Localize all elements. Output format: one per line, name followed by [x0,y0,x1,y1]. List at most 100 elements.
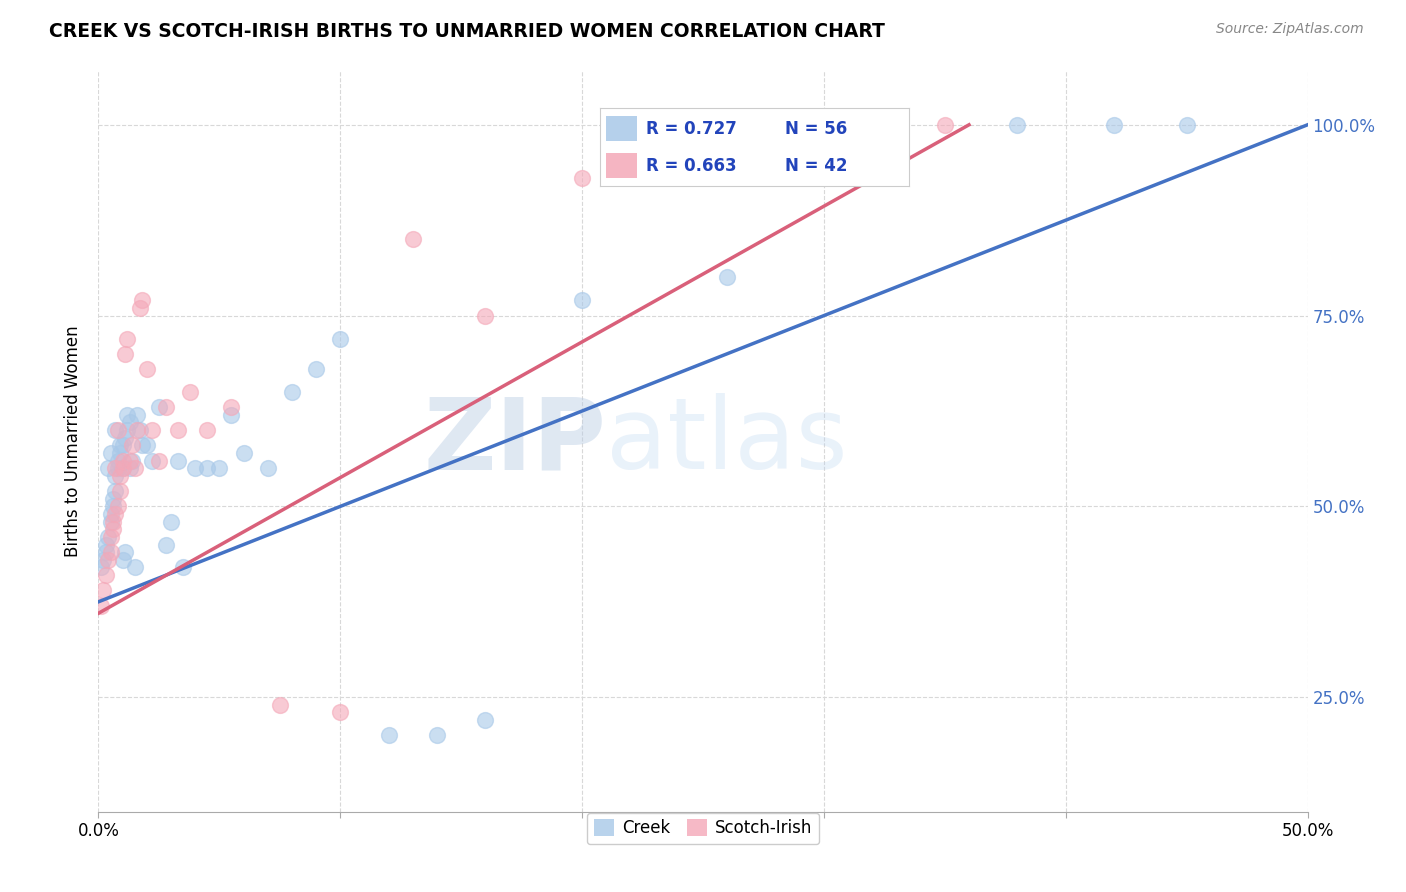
Point [131,438,153,452]
Point [716,270,738,285]
Point [269,698,291,712]
Point [221,400,243,414]
Point [221,408,243,422]
Point [104,461,127,475]
Point [131,293,153,308]
Point [127,423,149,437]
Point [740,118,762,132]
Point [155,538,177,552]
Point [104,484,127,499]
Point [100,530,122,544]
Point [107,500,129,514]
Point [208,461,231,475]
Point [90,599,112,613]
Point [118,453,141,467]
Point [124,560,146,574]
Point [118,416,141,430]
Point [124,461,146,475]
Point [104,507,127,521]
Point [108,469,131,483]
Point [135,438,157,452]
Point [114,431,136,445]
Point [107,453,129,467]
Point [195,423,218,437]
Point [179,384,201,399]
Point [128,423,150,437]
Point [107,461,129,475]
Point [1007,118,1029,132]
Point [127,408,149,422]
Point [107,423,129,437]
Point [571,171,593,186]
Point [305,362,328,376]
Point [644,118,666,132]
Point [121,453,143,467]
Point [111,453,134,467]
Point [377,728,399,742]
Point [100,507,122,521]
Point [148,453,170,467]
Point [118,461,141,475]
Point [474,309,496,323]
Point [97,553,120,567]
Text: CREEK VS SCOTCH-IRISH BIRTHS TO UNMARRIED WOMEN CORRELATION CHART: CREEK VS SCOTCH-IRISH BIRTHS TO UNMARRIE… [49,22,886,41]
Point [141,423,163,437]
Point [426,728,449,742]
Point [114,347,136,361]
Point [97,530,120,544]
Point [232,446,254,460]
Point [155,400,177,414]
Point [571,293,593,308]
Point [128,301,150,315]
Point [101,500,124,514]
Point [117,331,139,345]
Point [160,515,183,529]
Point [135,362,157,376]
Point [108,484,131,499]
Point [195,461,218,475]
Point [117,408,139,422]
Point [100,515,122,529]
Point [813,118,835,132]
Point [184,461,207,475]
Point [1175,118,1198,132]
Point [1102,118,1125,132]
Point [111,461,134,475]
Point [329,331,352,345]
Point [90,560,112,574]
Point [111,553,134,567]
Point [117,423,139,437]
Point [281,384,304,399]
Point [167,423,190,437]
Point [141,453,163,467]
Text: ZIP: ZIP [423,393,606,490]
Point [101,522,124,536]
Point [111,461,134,475]
Point [172,560,194,574]
Point [167,453,190,467]
Point [108,438,131,452]
Point [474,713,496,727]
Point [100,545,122,559]
Point [104,423,127,437]
Point [108,446,131,460]
Point [148,400,170,414]
Point [101,515,124,529]
Text: Source: ZipAtlas.com: Source: ZipAtlas.com [1216,22,1364,37]
Point [121,438,143,452]
Legend: Creek, Scotch-Irish: Creek, Scotch-Irish [586,813,820,844]
Point [329,706,352,720]
Point [104,469,127,483]
Point [97,461,120,475]
Point [256,461,278,475]
Text: atlas: atlas [606,393,848,490]
Point [94,545,117,559]
Point [402,232,425,246]
Point [100,446,122,460]
Point [94,568,117,582]
Point [111,438,134,452]
Point [94,538,117,552]
Point [114,545,136,559]
Point [91,583,114,598]
Point [91,553,114,567]
